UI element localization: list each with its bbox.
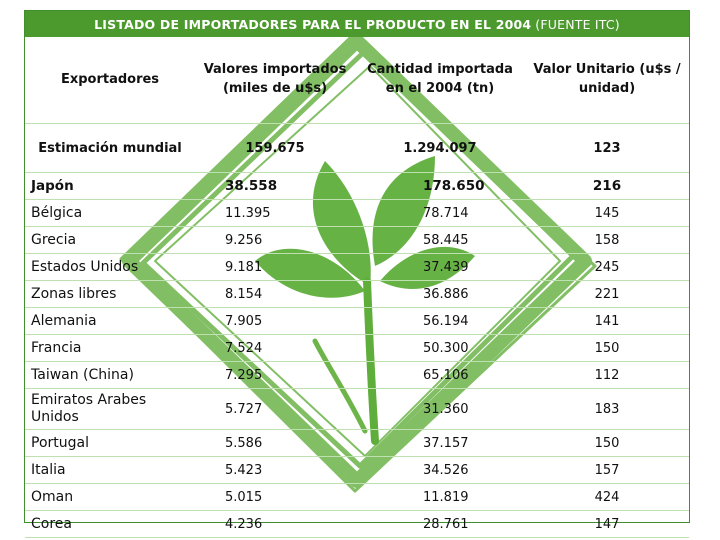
import-value: 5.015	[195, 483, 355, 511]
country-name: Alemania	[25, 307, 195, 335]
import-quantity: 36.886	[355, 280, 525, 308]
unit-value: 424	[525, 483, 689, 511]
header-unit-value: Valor Unitario (u$s / unidad)	[525, 37, 689, 124]
table-row: Italia 5.423 34.526 157	[25, 456, 689, 484]
country-name: Grecia	[25, 226, 195, 254]
header-exporters: Exportadores	[25, 37, 195, 124]
country-name: Japón	[25, 172, 195, 200]
table-row: Zonas libres 8.154 36.886 221	[25, 280, 689, 308]
import-quantity: 78.714	[355, 199, 525, 227]
import-quantity: 65.106	[355, 361, 525, 389]
import-value: 5.727	[195, 388, 355, 430]
import-quantity: 11.819	[355, 483, 525, 511]
unit-value: 158	[525, 226, 689, 254]
table-row: Oman 5.015 11.819 424	[25, 483, 689, 511]
import-value: 7.524	[195, 334, 355, 362]
world-value: 159.675	[195, 123, 355, 173]
country-name: Emiratos Arabes Unidos	[25, 388, 195, 430]
import-value: 9.256	[195, 226, 355, 254]
import-value: 38.558	[195, 172, 355, 200]
title-main: LISTADO DE IMPORTADORES PARA EL PRODUCTO…	[94, 16, 532, 32]
import-value: 5.586	[195, 429, 355, 457]
table-row: Corea 4.236 28.761 147	[25, 510, 689, 538]
unit-value: 150	[525, 334, 689, 362]
import-quantity: 58.445	[355, 226, 525, 254]
table-row: Bélgica 11.395 78.714 145	[25, 199, 689, 227]
import-value: 11.395	[195, 199, 355, 227]
title-source: (FUENTE ITC)	[535, 16, 620, 32]
country-name: Francia	[25, 334, 195, 362]
unit-value: 183	[525, 388, 689, 430]
country-name: Taiwan (China)	[25, 361, 195, 389]
import-value: 7.295	[195, 361, 355, 389]
unit-value: 145	[525, 199, 689, 227]
table-row: Portugal 5.586 37.157 150	[25, 429, 689, 457]
country-name: Oman	[25, 483, 195, 511]
unit-value: 147	[525, 510, 689, 538]
table-row: Grecia 9.256 58.445 158	[25, 226, 689, 254]
importers-table: Exportadores Valores importados (miles d…	[25, 37, 689, 538]
unit-value: 150	[525, 429, 689, 457]
world-name: Estimación mundial	[25, 123, 195, 173]
country-name: Bélgica	[25, 199, 195, 227]
table-row: Taiwan (China) 7.295 65.106 112	[25, 361, 689, 389]
table-row: Japón 38.558 178.650 216	[25, 172, 689, 200]
import-value: 9.181	[195, 253, 355, 281]
unit-value: 245	[525, 253, 689, 281]
import-quantity: 50.300	[355, 334, 525, 362]
import-value: 5.423	[195, 456, 355, 484]
header-value: Valores importados (miles de u$s)	[195, 37, 355, 124]
country-name: Estados Unidos	[25, 253, 195, 281]
import-quantity: 37.439	[355, 253, 525, 281]
unit-value: 112	[525, 361, 689, 389]
unit-value: 221	[525, 280, 689, 308]
world-quantity: 1.294.097	[355, 123, 525, 173]
import-value: 4.236	[195, 510, 355, 538]
import-value: 7.905	[195, 307, 355, 335]
country-name: Portugal	[25, 429, 195, 457]
table-row: Francia 7.524 50.300 150	[25, 334, 689, 362]
table-header-row: Exportadores Valores importados (miles d…	[25, 37, 689, 124]
importers-table-frame: LISTADO DE IMPORTADORES PARA EL PRODUCTO…	[24, 10, 690, 538]
import-quantity: 56.194	[355, 307, 525, 335]
unit-value: 216	[525, 172, 689, 200]
import-quantity: 178.650	[355, 172, 525, 200]
table-row: Emiratos Arabes Unidos 5.727 31.360 183	[25, 388, 689, 430]
import-quantity: 37.157	[355, 429, 525, 457]
world-unit: 123	[525, 123, 689, 173]
unit-value: 141	[525, 307, 689, 335]
unit-value: 157	[525, 456, 689, 484]
table-row: Estados Unidos 9.181 37.439 245	[25, 253, 689, 281]
import-quantity: 31.360	[355, 388, 525, 430]
header-quantity: Cantidad importada en el 2004 (tn)	[355, 37, 525, 124]
import-value: 8.154	[195, 280, 355, 308]
country-name: Corea	[25, 510, 195, 538]
import-quantity: 34.526	[355, 456, 525, 484]
import-quantity: 28.761	[355, 510, 525, 538]
world-estimate-row: Estimación mundial 159.675 1.294.097 123	[25, 123, 689, 173]
table-title: LISTADO DE IMPORTADORES PARA EL PRODUCTO…	[25, 11, 689, 37]
country-name: Italia	[25, 456, 195, 484]
table-row: Alemania 7.905 56.194 141	[25, 307, 689, 335]
country-name: Zonas libres	[25, 280, 195, 308]
